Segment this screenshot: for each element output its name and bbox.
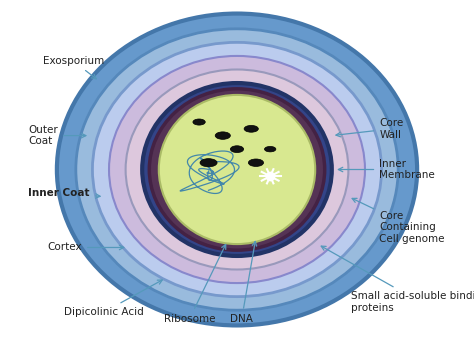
Ellipse shape bbox=[193, 119, 205, 125]
Text: Small acid-soluble binding
proteins: Small acid-soluble binding proteins bbox=[321, 246, 474, 313]
Text: Inner
Membrane: Inner Membrane bbox=[338, 159, 435, 180]
Text: Core
Containing
Cell genome: Core Containing Cell genome bbox=[352, 198, 445, 244]
Text: Exosporium: Exosporium bbox=[43, 56, 104, 79]
Ellipse shape bbox=[57, 14, 417, 325]
Ellipse shape bbox=[230, 146, 244, 153]
Text: DNA: DNA bbox=[230, 241, 256, 324]
Text: Ribosome: Ribosome bbox=[164, 244, 226, 324]
Ellipse shape bbox=[215, 132, 230, 139]
Ellipse shape bbox=[264, 146, 276, 152]
Ellipse shape bbox=[76, 29, 398, 310]
Text: Outer
Coat: Outer Coat bbox=[28, 125, 86, 146]
Text: Cortex: Cortex bbox=[47, 242, 124, 253]
Text: Dipicolinic Acid: Dipicolinic Acid bbox=[64, 280, 162, 317]
Ellipse shape bbox=[248, 159, 264, 166]
Ellipse shape bbox=[244, 125, 258, 132]
Ellipse shape bbox=[149, 89, 325, 250]
Ellipse shape bbox=[92, 42, 382, 297]
Text: Inner Coat: Inner Coat bbox=[28, 188, 100, 198]
Ellipse shape bbox=[142, 83, 332, 256]
Ellipse shape bbox=[159, 95, 315, 244]
Text: Core
Wall: Core Wall bbox=[336, 118, 403, 140]
Ellipse shape bbox=[200, 159, 217, 167]
Ellipse shape bbox=[126, 69, 348, 270]
Ellipse shape bbox=[109, 56, 365, 283]
